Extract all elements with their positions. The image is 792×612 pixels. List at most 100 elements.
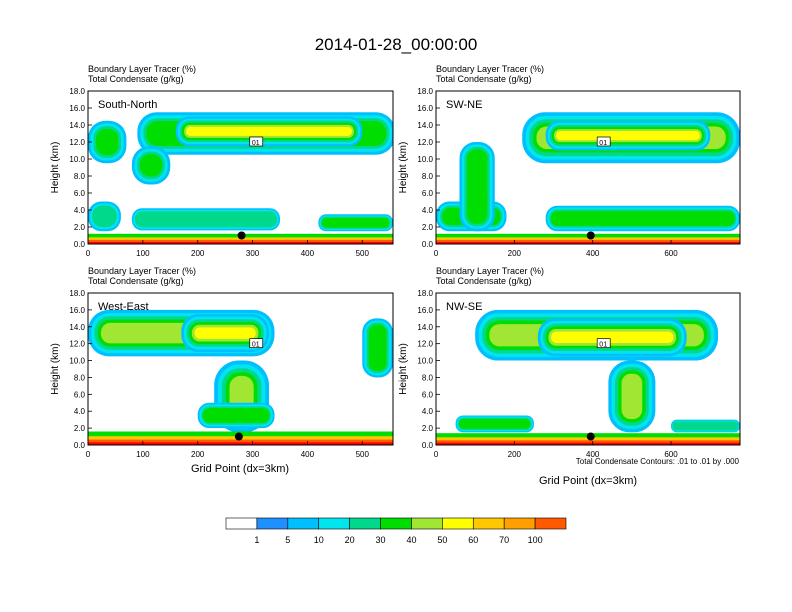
colorbar: 1 5 10 20 30 40 50 60 70 100 <box>225 517 567 545</box>
y-tick-label: 0.0 <box>422 240 434 249</box>
x-tick-label: 600 <box>664 450 678 459</box>
x-tick-label: 300 <box>246 450 260 459</box>
y-tick-label: 12.0 <box>69 340 85 349</box>
contour-label: 01 <box>252 342 260 349</box>
plot-area: 01 <box>88 293 393 445</box>
cloud-3-level-20 <box>139 154 163 177</box>
y-tick-label: 14.0 <box>417 121 433 130</box>
y-tick-label: 12.0 <box>417 340 433 349</box>
cloud-6-level-20 <box>321 217 390 228</box>
x-tick-label: 200 <box>191 450 205 459</box>
panel-label: SW-NE <box>446 99 482 111</box>
x-tick-label: 600 <box>664 249 678 258</box>
cloud-3-level-20 <box>466 149 488 224</box>
colorbar-label: 20 <box>345 535 355 545</box>
panel-label: South-North <box>98 99 157 111</box>
contour-label-box <box>249 136 264 147</box>
x-tick-label: 400 <box>586 450 600 459</box>
y-tick-label: 16.0 <box>69 104 85 113</box>
colorbar-swatch <box>411 517 443 530</box>
location-marker <box>234 432 243 441</box>
y-tick-label: 8.0 <box>422 172 434 181</box>
y-tick-label: 6.0 <box>74 390 86 399</box>
y-tick-label: 0.0 <box>74 240 86 249</box>
colorbar-label: 70 <box>499 535 509 545</box>
y-tick-label: 2.0 <box>74 424 86 433</box>
cloud-1-level-40 <box>556 131 700 141</box>
x-tick-label: 400 <box>301 249 315 258</box>
y-tick-label: 2.0 <box>74 223 86 232</box>
colorbar-label: 5 <box>285 535 290 545</box>
contour-note: Total Condensate Contours: .01 to .01 by… <box>576 457 740 466</box>
cloud-1-level-40 <box>194 327 256 339</box>
y-tick-label: 8.0 <box>422 373 434 382</box>
plot-frame <box>87 90 394 245</box>
plot-frame <box>435 90 741 245</box>
y-tick-label: 8.0 <box>74 373 86 382</box>
colorbar-swatch <box>225 517 258 530</box>
cloud-3-level-20 <box>459 418 531 429</box>
colorbar-swatch <box>503 517 536 530</box>
boundary-layer-band-2 <box>88 239 393 244</box>
y-axis-label: Height (km) <box>50 142 61 194</box>
y-tick-label: 10.0 <box>69 155 85 164</box>
contour-label-box <box>596 338 611 349</box>
colorbar-label: 10 <box>314 535 324 545</box>
colorbar-swatch <box>380 517 412 530</box>
location-marker <box>237 231 246 240</box>
y-tick-label: 18.0 <box>69 87 85 96</box>
x-tick-label: 100 <box>136 450 150 459</box>
y-tick-label: 12.0 <box>417 138 433 147</box>
colorbar-label: 1 <box>254 535 259 545</box>
panel-header-tracer: Boundary Layer Tracer (%) <box>436 64 544 74</box>
plot-area: 01 <box>436 91 740 244</box>
panel-header-condensate: Total Condensate (g/kg) <box>436 276 532 286</box>
colorbar-label: 100 <box>528 535 543 545</box>
cloud-4-level-20 <box>551 211 735 226</box>
panel-south-north: Boundary Layer Tracer (%)Total Condensat… <box>50 64 394 258</box>
colorbar-label: 40 <box>406 535 416 545</box>
x-tick-label: 400 <box>586 249 600 258</box>
contour-label-box <box>596 136 611 147</box>
plot-area: 01 <box>436 293 740 445</box>
colorbar-label: 30 <box>376 535 386 545</box>
x-tick-label: 100 <box>136 249 150 258</box>
y-tick-label: 8.0 <box>74 172 86 181</box>
x-tick-label: 0 <box>86 249 91 258</box>
y-tick-label: 0.0 <box>74 441 86 450</box>
y-axis-label: Height (km) <box>398 142 409 194</box>
contour-label: 01 <box>599 342 607 349</box>
y-tick-label: 6.0 <box>422 390 434 399</box>
y-axis-label: Height (km) <box>50 343 61 395</box>
y-tick-label: 2.0 <box>422 424 434 433</box>
boundary-layer-band-3 <box>88 241 393 244</box>
y-tick-label: 18.0 <box>69 289 85 298</box>
cloud-2-level-20 <box>96 128 119 156</box>
y-tick-label: 16.0 <box>417 104 433 113</box>
colorbar-swatch <box>256 517 289 530</box>
y-tick-label: 16.0 <box>69 306 85 315</box>
y-tick-label: 10.0 <box>417 357 433 366</box>
x-tick-label: 0 <box>86 450 91 459</box>
y-tick-label: 18.0 <box>417 87 433 96</box>
panel-header-condensate: Total Condensate (g/kg) <box>436 74 532 84</box>
y-tick-label: 0.0 <box>422 441 434 450</box>
cloud-3-level-20 <box>368 324 387 371</box>
y-tick-label: 10.0 <box>417 155 433 164</box>
cloud-4-level-10 <box>92 205 117 228</box>
panel-header-tracer: Boundary Layer Tracer (%) <box>88 64 196 74</box>
y-tick-label: 2.0 <box>422 223 434 232</box>
x-axis-label-right: Grid Point (dx=3km) <box>539 475 637 487</box>
panel-label: NW-SE <box>446 301 482 313</box>
boundary-layer-band-3 <box>88 442 393 445</box>
y-tick-label: 18.0 <box>417 289 433 298</box>
colorbar-swatch <box>472 517 505 530</box>
colorbar-swatch <box>534 517 567 530</box>
x-axis-label-left: Grid Point (dx=3km) <box>191 463 289 475</box>
contour-label: 01 <box>252 140 260 147</box>
x-tick-label: 300 <box>246 249 260 258</box>
boundary-layer-band-3 <box>436 241 740 244</box>
plot-area: 01 <box>88 91 393 244</box>
panel-sw-ne: Boundary Layer Tracer (%)Total Condensat… <box>398 64 741 258</box>
x-tick-label: 500 <box>356 249 370 258</box>
